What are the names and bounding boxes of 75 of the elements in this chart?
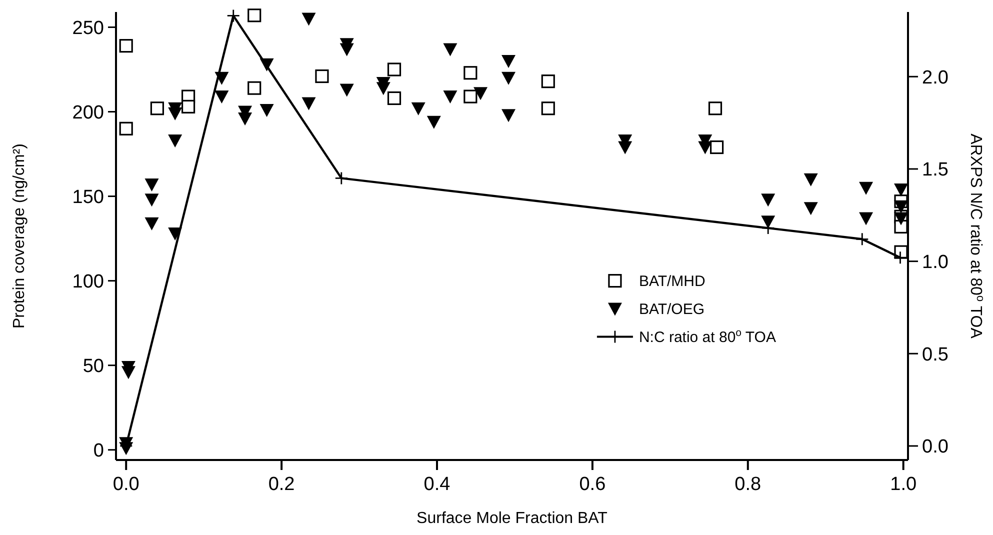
point [387,62,402,76]
x-tick-label: 0.8 [734,474,762,495]
point [119,122,133,136]
point [502,72,516,85]
point [387,91,402,106]
y-axis-title: Protein coverage (ng/cm²) [11,144,28,328]
point [150,102,164,116]
point [214,90,229,104]
point [144,178,159,192]
point [248,81,262,95]
point [502,55,516,68]
y-tick-label: 50 [82,356,104,377]
x-tick-label: 0.4 [424,474,451,495]
point [302,97,316,110]
point [541,74,555,88]
point [443,43,458,56]
point [474,87,488,100]
point [894,220,908,234]
point [855,232,869,246]
point [894,250,907,264]
point [894,184,908,197]
point [698,141,712,154]
y2-tick-label: 1.0 [922,252,948,273]
x-axis-title: Surface Mole Fraction BAT [416,510,608,527]
point [464,66,478,80]
y-tick-label: 200 [72,102,104,124]
y-tick-label: 100 [72,271,104,292]
point [464,90,478,104]
point [859,212,874,226]
legend-label: N:C ratio at 80$^{o}$ TOA [638,327,776,346]
point [761,194,776,207]
point [502,109,516,122]
point [710,140,724,154]
point [426,116,441,129]
point [238,112,252,126]
point [226,8,240,22]
y2-tick-label: 0.0 [922,436,948,458]
y-tick-label: 150 [72,186,104,208]
point [340,43,354,56]
point [260,104,274,118]
point [119,39,133,53]
point [168,107,182,120]
point [181,100,196,114]
point [804,173,818,186]
x-tick-label: 0.6 [579,474,606,495]
point [859,182,874,195]
point [144,217,159,230]
y2-tick-label: 1.5 [922,160,948,181]
point [443,90,458,104]
point [411,102,426,116]
point [315,69,329,84]
y2-tick-label: 0.5 [922,344,948,366]
point [894,212,908,226]
point [708,102,722,116]
point [334,172,348,185]
x-tick-label: 1.0 [890,474,917,495]
legend-label: BAT/OEG [638,301,705,318]
point [618,141,632,154]
y2-tick-label: 2.0 [922,67,948,88]
point [376,82,390,96]
x-tick-label: 0.2 [268,474,295,495]
point [248,8,262,22]
point [168,134,182,148]
x-tick-label: 0.0 [112,474,140,495]
point [761,216,776,229]
point [804,202,818,216]
legend-label: BAT/MHD [638,273,706,290]
point [894,200,908,214]
point [340,84,354,97]
point [121,366,136,380]
point [144,194,159,207]
point [302,12,316,26]
point [541,102,555,116]
y-tick-label: 0 [93,440,104,462]
y-tick-label: 250 [72,18,104,39]
